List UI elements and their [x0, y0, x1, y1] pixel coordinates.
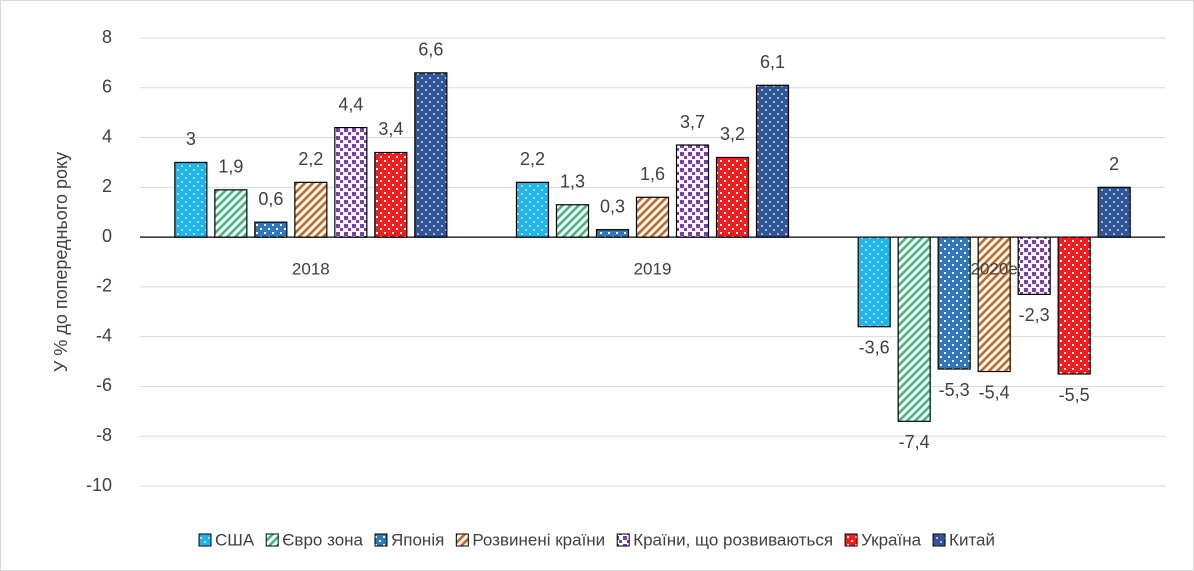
bar: [675, 144, 710, 238]
data-label: 3,4: [378, 119, 403, 139]
y-tick-label: -6: [96, 375, 112, 395]
data-label: 2,2: [298, 149, 323, 169]
data-label: -5,4: [979, 382, 1010, 402]
legend-swatch: [932, 533, 946, 547]
bar: [515, 181, 550, 238]
legend: США Євро зона Японія Розвинені країни Країни…: [198, 530, 995, 549]
bar: [294, 181, 328, 238]
data-label: 0,6: [258, 189, 283, 209]
legend-swatch: [198, 533, 212, 547]
bar: [1097, 186, 1131, 238]
data-label: -5,3: [939, 380, 970, 400]
bar: [715, 156, 750, 238]
data-label: -7,4: [899, 432, 930, 452]
bar: [374, 151, 408, 238]
legend-label: Україна: [861, 530, 921, 549]
legend-label: Японія: [391, 530, 444, 549]
bar: [214, 189, 248, 238]
legend-swatch: [455, 533, 469, 547]
legend-label: США: [215, 530, 255, 549]
y-tick-label: 8: [102, 27, 112, 47]
bar: [977, 236, 1011, 373]
x-tick-label: 2020е: [971, 260, 1018, 279]
bar: [937, 236, 971, 370]
x-tick-label: 2019: [634, 260, 672, 279]
legend-swatch: [265, 533, 279, 547]
bar: [897, 236, 931, 422]
y-tick-label: -4: [96, 325, 112, 345]
y-tick-label: -2: [96, 276, 112, 296]
data-label: -5,5: [1059, 385, 1090, 405]
bar: [1017, 236, 1051, 295]
data-label: 2,2: [520, 149, 545, 169]
y-tick-label: 2: [102, 176, 112, 196]
legend-label: Країни, що розвиваються: [633, 530, 833, 549]
data-label: 1,3: [560, 172, 585, 192]
legend-swatch: [374, 533, 388, 547]
data-label: 0,3: [600, 196, 625, 216]
bar: [414, 72, 448, 238]
bar: [635, 196, 670, 238]
data-label: 1,6: [640, 164, 665, 184]
y-tick-label: -8: [96, 425, 112, 445]
legend-swatch: [844, 533, 858, 547]
data-label: 3,2: [720, 124, 745, 144]
legend-label: Євро зона: [282, 530, 363, 549]
y-tick-label: 0: [102, 226, 112, 246]
legend-label: Розвинені країни: [472, 530, 605, 549]
y-axis-label: У % до попереднього року: [51, 152, 71, 372]
data-label: 4,4: [338, 94, 363, 114]
bar: [254, 221, 288, 238]
data-label: -2,3: [1019, 305, 1050, 325]
bar: [1057, 236, 1091, 375]
data-label: 3: [186, 129, 196, 149]
bar: [334, 126, 368, 238]
bar: [174, 161, 208, 238]
legend-label: Китай: [949, 530, 995, 549]
data-label: 3,7: [680, 112, 705, 132]
bar: [755, 84, 790, 238]
bar: [555, 204, 590, 238]
x-tick-label: 2018: [292, 260, 330, 279]
bar: [595, 229, 630, 238]
y-tick-label: 4: [102, 126, 112, 146]
data-label: 6,1: [760, 52, 785, 72]
data-label: 6,6: [418, 40, 443, 60]
data-label: 1,9: [218, 157, 243, 177]
legend-swatch: [616, 533, 630, 547]
y-tick-label: 6: [102, 77, 112, 97]
data-label: -3,6: [859, 337, 890, 357]
bar: [857, 236, 891, 328]
data-label: 2: [1109, 154, 1119, 174]
y-tick-label: -10: [86, 475, 112, 495]
